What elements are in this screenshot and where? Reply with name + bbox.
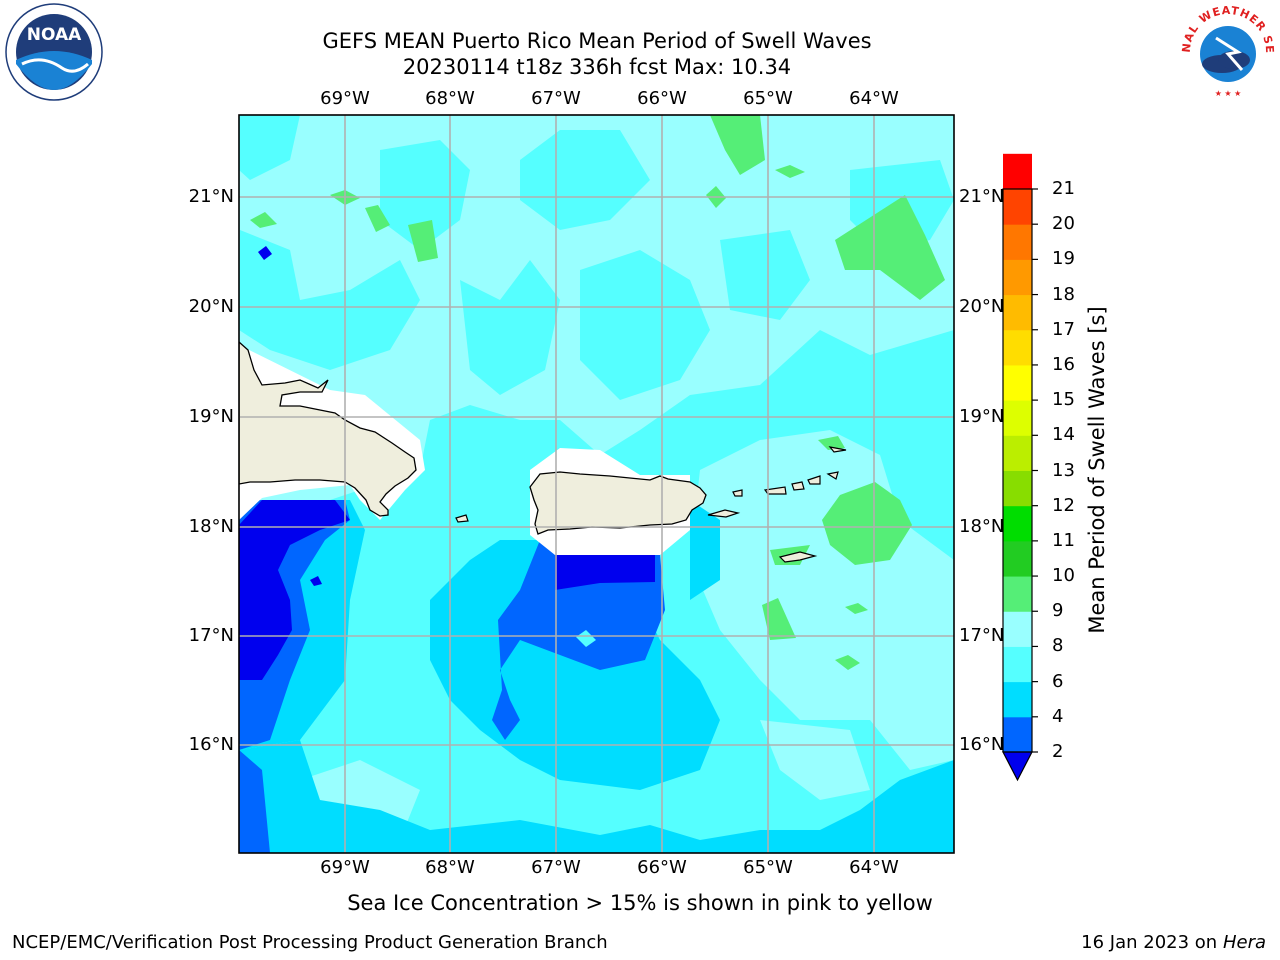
lon-label-bottom: 68°W — [425, 857, 475, 878]
colorbar-segment — [1003, 611, 1032, 647]
noaa-logo: NOAA — [5, 3, 103, 101]
lat-label-left: 20°N — [188, 296, 234, 317]
credit-text: NCEP/EMC/Verification Post Processing Pr… — [12, 932, 608, 953]
hispaniola-land — [239, 341, 417, 517]
colorbar-segment — [1003, 540, 1032, 577]
colorbar-segment — [1003, 153, 1032, 190]
lat-label-left: 17°N — [188, 625, 234, 646]
colorbar-segment — [1003, 681, 1032, 718]
lon-label-bottom: 67°W — [531, 857, 581, 878]
machine-name: Hera — [1222, 932, 1266, 953]
colorbar-tick-label: 11 — [1052, 529, 1075, 551]
lat-label-right: 19°N — [959, 406, 1005, 427]
lon-label-top: 64°W — [849, 88, 899, 109]
noaa-logo-text: NOAA — [27, 25, 82, 45]
date-stamp: 16 Jan 2023 on Hera — [1081, 932, 1266, 953]
lat-label-right: 16°N — [959, 734, 1005, 755]
lon-label-bottom: 69°W — [320, 857, 370, 878]
colorbar-tick-label: 15 — [1052, 389, 1075, 411]
colorbar-segment — [1003, 505, 1032, 542]
contour-fill-below-2 — [239, 246, 655, 680]
colorbar-segment — [1003, 400, 1032, 436]
colorbar-tick-label: 12 — [1052, 494, 1075, 516]
colorbar-segment — [1003, 189, 1032, 225]
colorbar-segment — [1003, 470, 1032, 507]
colorbar-underflow-triangle — [1002, 751, 1033, 782]
colorbar-tick-label: 18 — [1052, 283, 1075, 305]
contour-fill-9-10 — [250, 115, 945, 670]
sea-ice-footnote: Sea Ice Concentration > 15% is shown in … — [347, 891, 933, 915]
colorbar-tick-label: 9 — [1052, 600, 1064, 622]
date-prefix: 16 Jan 2023 on — [1081, 932, 1218, 953]
lon-label-top: 68°W — [425, 88, 475, 109]
colorbar-segment — [1003, 329, 1032, 366]
map-frame — [238, 114, 955, 854]
colorbar-tick-label: 10 — [1052, 565, 1075, 587]
map-title-line1: GEFS MEAN Puerto Rico Mean Period of Swe… — [322, 29, 872, 53]
map-title-line2: 20230114 t18z 336h fcst Max: 10.34 — [402, 55, 792, 79]
small-islands — [455, 446, 847, 563]
lon-label-top: 69°W — [320, 88, 370, 109]
svg-text:★ ★ ★: ★ ★ ★ — [1215, 89, 1242, 98]
lon-label-bottom: 64°W — [849, 857, 899, 878]
colorbar — [1002, 153, 1038, 782]
lon-label-top: 65°W — [743, 88, 793, 109]
colorbar-segment — [1003, 435, 1032, 471]
lat-label-left: 21°N — [188, 186, 234, 207]
lat-label-right: 20°N — [959, 296, 1005, 317]
colorbar-segment — [1003, 646, 1032, 683]
colorbar-segment — [1003, 716, 1032, 753]
lon-label-top: 66°W — [637, 88, 687, 109]
colorbar-tick-label: 14 — [1052, 424, 1075, 446]
lon-label-bottom: 65°W — [743, 857, 793, 878]
gridlines — [239, 115, 954, 853]
lat-label-left: 19°N — [188, 406, 234, 427]
colorbar-tick-label: 2 — [1052, 741, 1064, 762]
colorbar-segment — [1003, 224, 1032, 260]
colorbar-title: Mean Period of Swell Waves [s] — [1085, 306, 1109, 634]
lon-label-bottom: 66°W — [637, 857, 687, 878]
lat-label-right: 17°N — [959, 625, 1005, 646]
colorbar-segment — [1003, 364, 1032, 401]
nws-logo: NATIONAL WEATHER SERVICE ★ ★ ★ — [1176, 2, 1275, 98]
lat-label-left: 16°N — [188, 734, 234, 755]
colorbar-segment — [1003, 259, 1032, 296]
colorbar-segment — [1003, 576, 1032, 612]
colorbar-tick-label: 4 — [1052, 705, 1064, 727]
colorbar-tick-label: 8 — [1052, 635, 1064, 657]
colorbar-tick-label: 13 — [1052, 459, 1075, 481]
colorbar-segment — [1003, 294, 1032, 331]
colorbar-tick-label: 6 — [1052, 670, 1064, 692]
colorbar-tick-label: 19 — [1052, 248, 1075, 270]
lat-label-right: 21°N — [959, 186, 1005, 207]
colorbar-tick-label: 16 — [1052, 353, 1075, 375]
lat-label-left: 18°N — [188, 516, 234, 537]
colorbar-tick-label: 17 — [1052, 318, 1075, 340]
lon-label-top: 67°W — [531, 88, 581, 109]
lat-label-right: 18°N — [959, 516, 1005, 537]
colorbar-tick-label: 20 — [1052, 213, 1075, 235]
colorbar-tick-label: 21 — [1052, 178, 1075, 199]
